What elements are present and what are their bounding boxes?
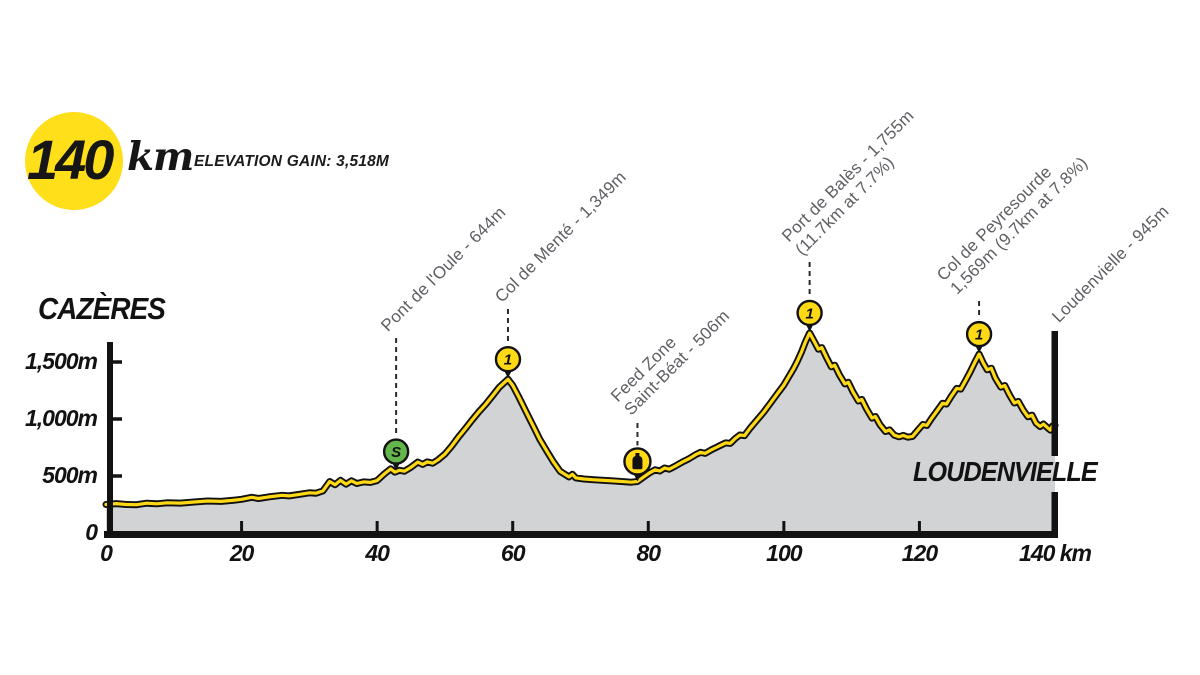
x-axis-label: 100 [766,540,802,566]
distance-unit: km [127,134,194,180]
sprint-icon [382,438,410,465]
x-axis [104,531,1058,538]
y-axis-tick [113,360,122,364]
bottle-glyph [632,452,643,470]
marker-glyph: 1 [975,327,983,344]
category-1-icon [494,346,522,373]
x-axis-label: 20 [229,540,255,566]
y-axis-tick [113,474,122,478]
y-axis [107,342,113,538]
x-axis-label: 140 km [1018,540,1092,566]
x-axis-tick [375,521,379,531]
feed-zone-marker [623,423,652,482]
marker-glyph: 1 [504,352,512,369]
x-axis-tick [646,521,650,531]
axes [104,342,1058,538]
profile-line [104,331,1057,507]
climb-markers: S 1 1 1 [382,262,993,482]
category-1-icon [965,320,993,348]
category-1-marker: 1 [965,301,993,354]
x-axis-label: 0 [100,540,113,566]
y-axis-label: 0 [85,519,98,545]
start-town-label: CAZÈRES [38,291,166,326]
elevation-gain-label: ELEVATION GAIN: 3,518M [194,153,390,170]
x-axis-tick [240,521,244,531]
marker-glyph: 1 [805,305,813,322]
y-axis-tick [113,417,122,421]
y-axis-label: 1,500m [24,348,98,374]
y-axis-label: 500m [42,462,98,488]
distance-badge [25,112,123,210]
y-axis-label: 1,000m [24,405,98,431]
sprint-marker: S [382,338,410,471]
marker-glyph: S [391,444,401,461]
finish-line-upper [1051,331,1058,456]
x-axis-label: 80 [636,540,661,566]
x-axis-tick [782,521,786,531]
category-1-icon [796,299,823,327]
x-axis-label: 60 [500,540,526,566]
finish-line-lower [1051,492,1058,533]
category-1-marker: 1 [796,262,823,332]
distance-value: 140 [27,128,114,191]
category-1-marker: 1 [494,309,522,379]
x-axis-tick [511,521,515,531]
x-axis-label: 40 [365,540,390,566]
x-axis-tick [917,521,921,531]
finish-line [1051,331,1058,533]
finish-town-label: LOUDENVIELLE [913,456,1098,487]
x-axis-label: 120 [901,540,938,566]
